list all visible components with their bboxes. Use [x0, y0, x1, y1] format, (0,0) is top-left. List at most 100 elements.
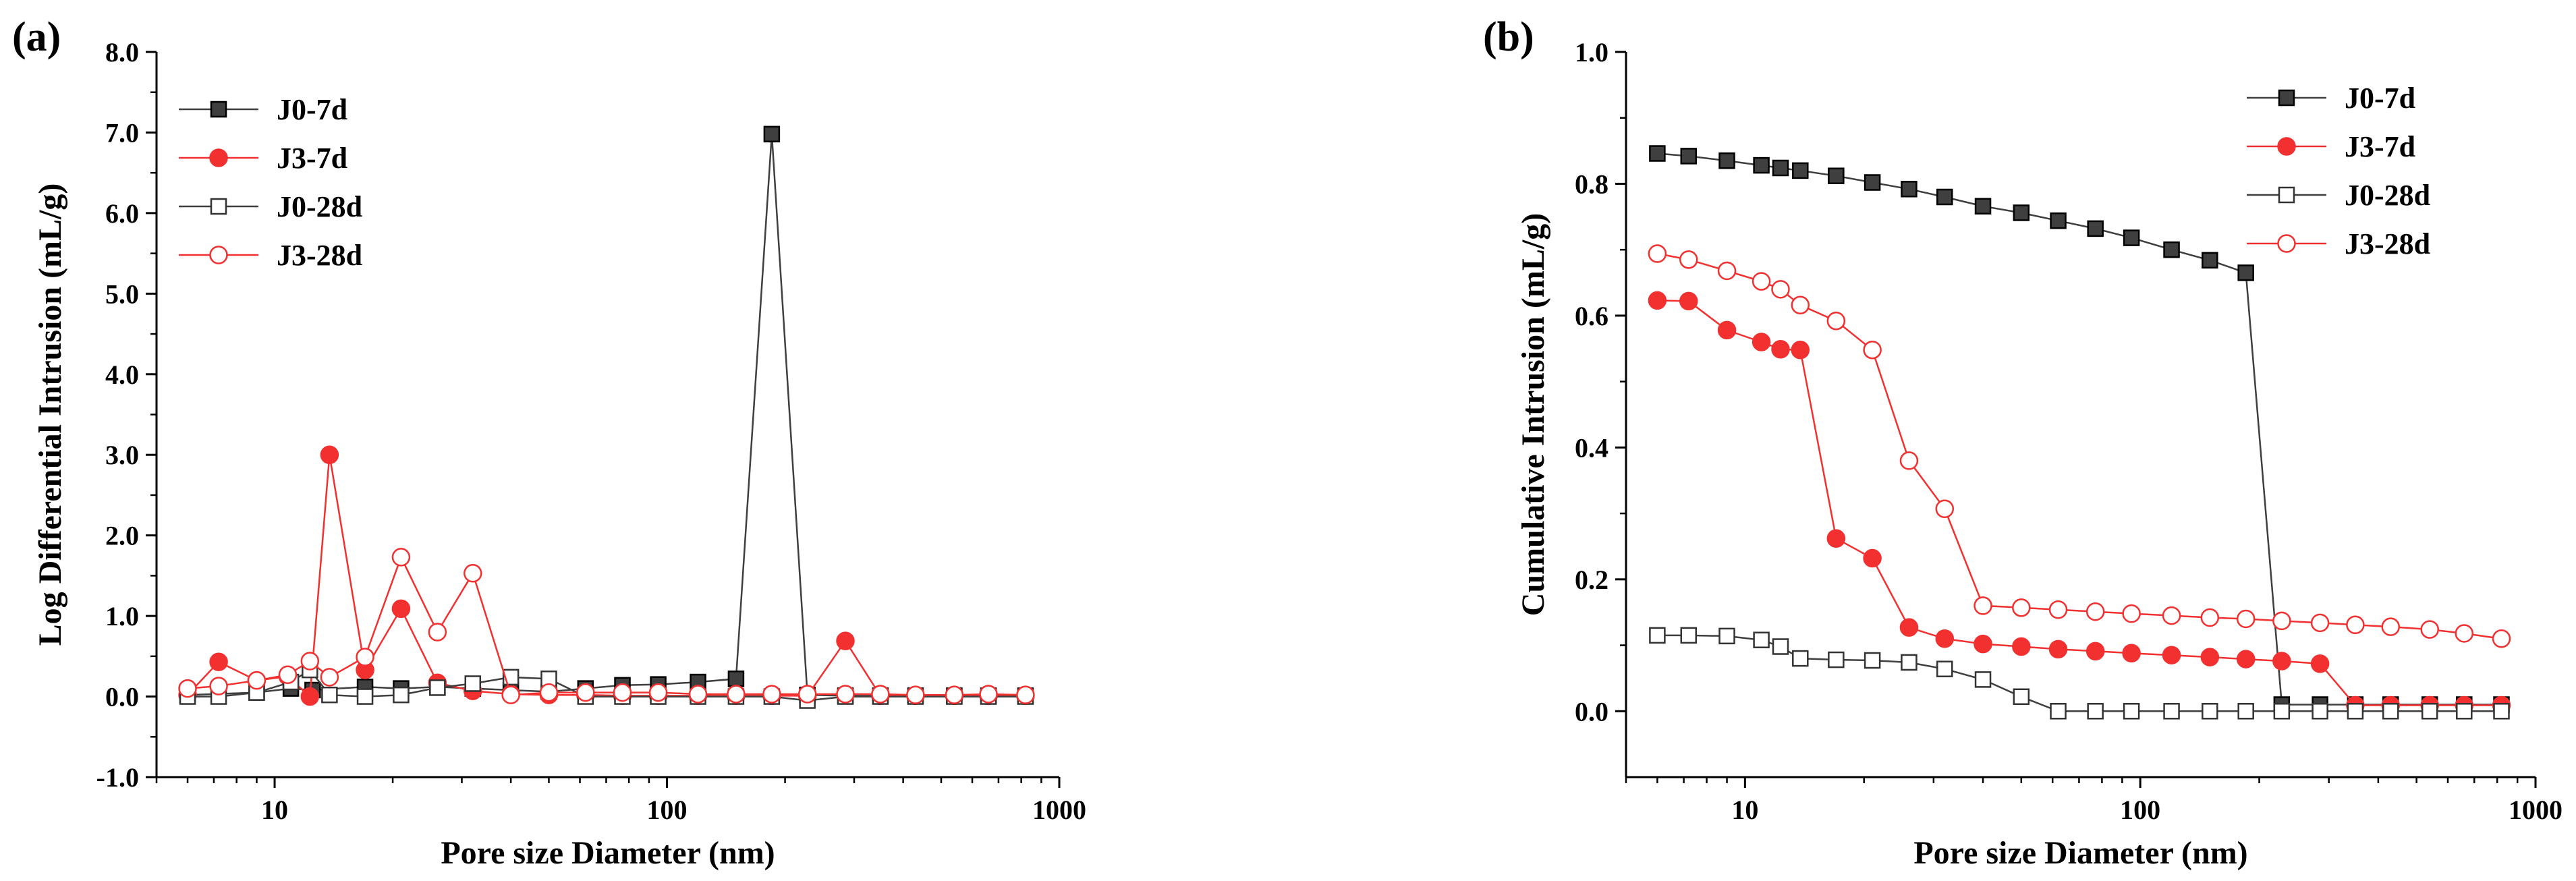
y-tick-label: 1.0	[1575, 37, 1608, 67]
data-point	[464, 675, 482, 692]
x-tick-label: 10	[261, 795, 288, 825]
data-point	[836, 631, 855, 650]
data-point	[1901, 654, 1917, 671]
legend-label: J0-28d	[277, 190, 362, 223]
data-point	[613, 683, 632, 702]
x-tick-label: 10	[1731, 795, 1758, 825]
legend-label: J3-7d	[277, 142, 347, 175]
data-point	[1826, 311, 1846, 331]
data-point	[1752, 333, 1771, 351]
data-point	[428, 623, 447, 642]
legend: J0-7d J3-7d J0-28d J3-28d	[2247, 82, 2430, 260]
data-point	[1752, 272, 1771, 291]
legend-marker	[209, 148, 228, 167]
data-point	[2048, 600, 2068, 619]
data-point	[2237, 703, 2254, 720]
data-point	[209, 677, 228, 695]
data-point	[2273, 703, 2291, 720]
data-point	[1016, 685, 1035, 704]
data-point	[247, 671, 267, 690]
data-point	[2420, 620, 2439, 639]
x-tick-label: 100	[2120, 795, 2160, 825]
data-point	[429, 679, 446, 696]
data-point	[501, 685, 520, 704]
data-point	[2492, 629, 2511, 648]
y-axis-title: Log Differential Intrusion (mL/g)	[32, 183, 68, 646]
y-tick-label: 6.0	[105, 198, 139, 229]
data-point	[648, 683, 668, 702]
data-point	[2087, 703, 2104, 720]
data-point	[2085, 602, 2105, 621]
y-tick-label: 0.2	[1575, 565, 1608, 595]
data-point	[2346, 615, 2365, 634]
data-point	[1717, 261, 1737, 281]
legend-marker	[209, 246, 228, 264]
data-point	[1935, 629, 1955, 648]
data-point	[1717, 320, 1737, 340]
data-point	[393, 686, 410, 704]
data-point	[2381, 617, 2401, 636]
legend-label: J3-7d	[2345, 130, 2415, 163]
data-point	[356, 648, 374, 666]
data-point	[1864, 174, 1881, 191]
y-tick-label: 0.8	[1575, 169, 1608, 199]
x-tick-label: 1000	[1032, 795, 1086, 825]
y-tick-label: 0.0	[105, 682, 139, 712]
data-point	[1648, 291, 1667, 310]
series-J3-28d	[1648, 244, 2511, 648]
legend-marker	[210, 198, 227, 215]
data-point	[836, 685, 855, 704]
data-point	[1649, 145, 1666, 162]
data-point	[2236, 609, 2256, 629]
series-J3-7d	[1648, 291, 2511, 715]
data-point	[300, 652, 320, 671]
series-line	[1657, 252, 2502, 640]
data-point	[797, 685, 817, 704]
data-point	[464, 564, 482, 583]
data-point	[2347, 703, 2364, 720]
legend-marker	[2278, 186, 2295, 204]
panel-label: (a)	[12, 14, 61, 60]
data-point	[2200, 608, 2220, 627]
data-point	[1828, 167, 1845, 184]
data-point	[1679, 250, 1698, 269]
series-J3-28d	[178, 548, 1035, 704]
data-point	[300, 687, 320, 706]
data-point	[763, 125, 781, 143]
data-point	[2200, 648, 2220, 666]
y-tick-label: 1.0	[105, 601, 139, 631]
legend-label: J3-28d	[277, 239, 362, 272]
data-point	[1936, 188, 1953, 206]
data-point	[2087, 220, 2104, 237]
x-axis-title: Pore size Diameter (nm)	[1913, 835, 2247, 871]
data-point	[727, 685, 746, 704]
data-point	[1828, 651, 1845, 669]
data-point	[2123, 703, 2140, 720]
data-point	[576, 683, 595, 702]
data-point	[1649, 627, 1666, 644]
data-point	[1791, 340, 1810, 360]
data-point	[2012, 598, 2031, 617]
data-point	[391, 548, 411, 567]
data-point	[2455, 624, 2474, 643]
data-point	[1791, 295, 1810, 315]
y-tick-label: 8.0	[105, 37, 139, 67]
y-tick-label: 0.6	[1575, 301, 1608, 331]
data-point	[2013, 688, 2030, 706]
data-point	[2162, 646, 2181, 664]
data-point	[2163, 703, 2180, 720]
y-tick-label: 5.0	[105, 279, 139, 309]
x-tick-label: 100	[647, 795, 688, 825]
data-point	[1771, 340, 1790, 359]
data-point	[539, 683, 559, 702]
data-point	[391, 599, 411, 619]
data-point	[1680, 148, 1698, 165]
legend-label: J0-7d	[277, 93, 347, 126]
y-tick-label: 2.0	[105, 521, 139, 551]
data-point	[1974, 198, 1992, 215]
data-point	[1648, 244, 1667, 263]
data-point	[2421, 703, 2438, 720]
y-tick-label: 0.4	[1575, 432, 1608, 463]
x-tick-label: 1000	[2509, 795, 2563, 825]
